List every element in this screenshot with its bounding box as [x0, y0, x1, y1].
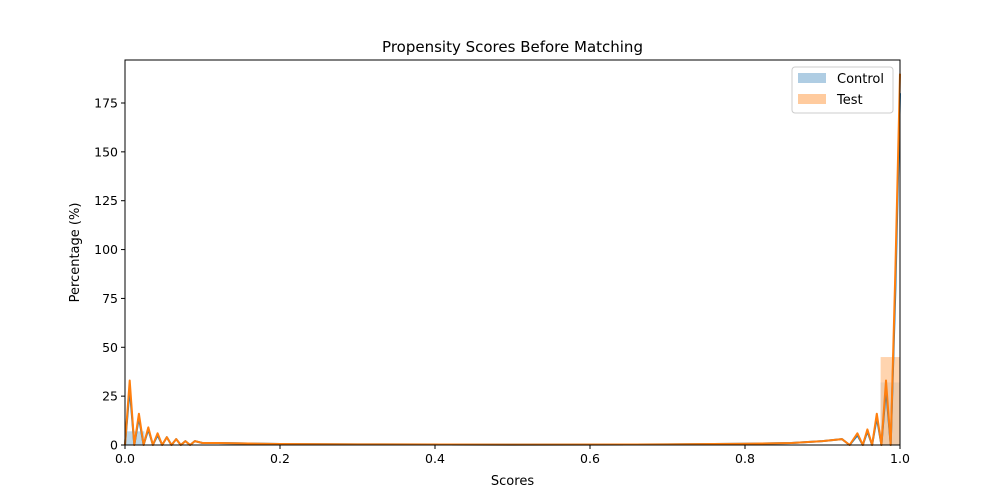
plot-content [124, 73, 901, 446]
x-axis-title: Scores [491, 474, 534, 489]
kde-line-control [124, 93, 901, 446]
legend-label-test: Test [836, 93, 863, 108]
y-tick-label: 75 [102, 291, 118, 306]
x-tick-label: 0.0 [115, 451, 135, 466]
chart-title: Propensity Scores Before Matching [382, 38, 643, 56]
y-axis: 0 25 50 75 100 125 150 175 [94, 95, 125, 453]
x-tick-label: 1.0 [890, 451, 910, 466]
x-tick-label: 0.8 [735, 451, 755, 466]
y-axis-title: Percentage (%) [68, 203, 83, 303]
x-tick-label: 0.6 [580, 451, 600, 466]
legend-label-control: Control [837, 72, 884, 87]
x-axis: 0.0 0.2 0.4 0.6 0.8 1.0 [115, 445, 910, 466]
bar-test-1 [880, 357, 900, 445]
legend: Control Test [791, 66, 894, 114]
y-tick-label: 175 [94, 95, 118, 110]
x-tick-label: 0.4 [425, 451, 445, 466]
y-tick-label: 125 [94, 193, 118, 208]
y-tick-label: 50 [102, 340, 118, 355]
kde-line-test [124, 73, 901, 446]
y-tick-label: 25 [102, 389, 118, 404]
y-tick-label: 150 [94, 144, 118, 159]
legend-swatch-test [798, 94, 826, 104]
legend-swatch-control [798, 73, 826, 83]
plot-frame [124, 59, 901, 446]
y-tick-label: 100 [94, 242, 118, 257]
y-tick-label: 0 [110, 438, 118, 453]
x-tick-label: 0.2 [270, 451, 290, 466]
